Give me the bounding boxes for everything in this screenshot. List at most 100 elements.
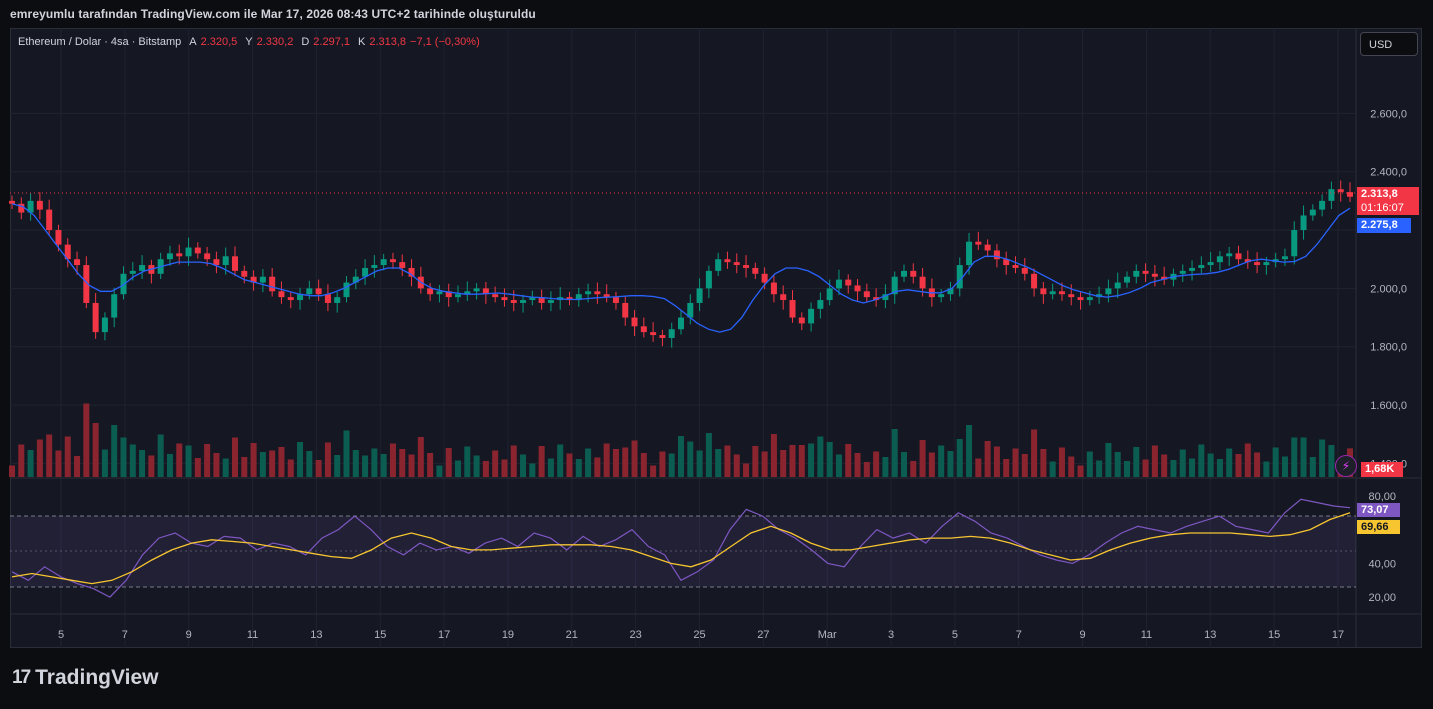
volume-bar (445, 448, 452, 477)
price-axis[interactable]: 2.600,02.400,02.000,01.800,01.600,01.400… (1370, 108, 1407, 470)
chart-panel[interactable] (10, 28, 1422, 648)
volume-bar (334, 455, 341, 477)
candle-body (1031, 273, 1038, 289)
candle-body (910, 270, 917, 277)
candle-body (919, 276, 926, 289)
volume-bar (1068, 456, 1075, 477)
volume-bar (724, 445, 731, 477)
candle-body (520, 300, 527, 303)
candle-body (687, 302, 694, 318)
volume-bar (668, 453, 675, 477)
volume-bar (139, 450, 146, 477)
candle-body (863, 291, 870, 298)
symbol-label[interactable]: Ethereum / Dolar · 4sa · Bitstamp (18, 36, 182, 48)
candle-body (1254, 262, 1261, 266)
time-axis-label: 9 (1080, 629, 1086, 641)
volume-bar (1096, 460, 1103, 477)
time-axis-label: 11 (247, 629, 258, 641)
volume-bar (213, 453, 220, 477)
volume-bar (1040, 449, 1047, 477)
volume-bar (1319, 439, 1326, 477)
tradingview-logo[interactable]: 17 TradingView (12, 666, 158, 690)
candle-body (705, 270, 712, 289)
volume-bar (882, 457, 889, 477)
volume-bar (1226, 448, 1233, 477)
candle-body (46, 209, 53, 231)
candle-body (306, 288, 313, 295)
volume-bar (770, 434, 777, 477)
candle-body (64, 244, 71, 260)
rsi-axis[interactable]: 80,00 40,00 20,00 (1368, 491, 1396, 604)
low-label: D (301, 36, 310, 48)
volume-bar (835, 454, 842, 477)
time-axis[interactable]: 5 7 9 11 13 15 17 19 21 23 25 27 Mar 3 5 7 9 11 13 15 17 (58, 629, 1344, 641)
candle-body (612, 297, 619, 303)
candle-body (1226, 253, 1233, 257)
volume-bar (798, 445, 805, 477)
volume-bar (9, 465, 15, 477)
volume-bar (362, 455, 369, 477)
high-label: Y (245, 36, 253, 48)
time-axis-label: 25 (693, 629, 705, 641)
volume-bar (612, 449, 619, 477)
candle-body (1179, 270, 1186, 274)
candle-body (993, 250, 1000, 260)
time-axis-label: 17 (438, 629, 450, 641)
rsi-axis-label: 20,00 (1368, 592, 1396, 604)
volume-bar (1254, 452, 1261, 477)
candle-body (835, 279, 842, 289)
candle-body (743, 265, 750, 268)
candle-body (1105, 288, 1112, 295)
candle-body (501, 297, 508, 301)
volume-bar (947, 451, 954, 477)
candle-body (1151, 273, 1158, 277)
volume-tag: 1,68K (1361, 462, 1403, 477)
volume-bar (1077, 465, 1084, 477)
candle-body (808, 308, 815, 324)
volume-bar (389, 443, 396, 477)
candle-body (176, 253, 183, 257)
candle-body (250, 276, 257, 283)
candle-body (966, 241, 973, 266)
candle-body (232, 256, 238, 271)
candle-body (547, 300, 554, 303)
candle-body (408, 267, 415, 277)
candle-body (845, 279, 852, 286)
volume-bar (743, 463, 750, 477)
volume-bar (1207, 453, 1214, 477)
candle-body (752, 267, 759, 274)
volume-bar (222, 458, 229, 477)
volume-bar (176, 443, 183, 477)
currency-button[interactable]: USD (1360, 32, 1418, 56)
volume-bar (705, 433, 712, 477)
volume-bar (1031, 429, 1038, 477)
volume-bar (538, 446, 545, 477)
candle-body (334, 297, 341, 303)
volume-bar (975, 458, 982, 477)
candle-body (83, 265, 90, 303)
volume-bar (427, 453, 434, 477)
candle-body (1337, 189, 1344, 193)
candle-body (1077, 297, 1084, 301)
volume-bar (1272, 447, 1279, 477)
lightning-icon[interactable]: ⚡ (1335, 455, 1357, 477)
candle-body (575, 294, 582, 301)
volume-bar (993, 446, 1000, 477)
time-axis-label: Mar (818, 629, 837, 641)
volume-bar (901, 452, 907, 477)
volume-bar (464, 446, 471, 477)
candle-body (101, 317, 108, 333)
time-axis-label: 27 (757, 629, 769, 641)
volume-bar (250, 443, 257, 477)
volume-bar (1300, 437, 1307, 477)
candle-body (1281, 256, 1288, 260)
volume-bar (371, 448, 378, 477)
volume-bar (166, 454, 173, 477)
price-axis-label: 1.800,0 (1370, 342, 1407, 354)
volume-bar (324, 442, 331, 477)
volume-bar (101, 449, 108, 477)
candle-body (789, 300, 796, 318)
candle-body (1068, 294, 1075, 298)
volume-bar (1328, 445, 1335, 477)
